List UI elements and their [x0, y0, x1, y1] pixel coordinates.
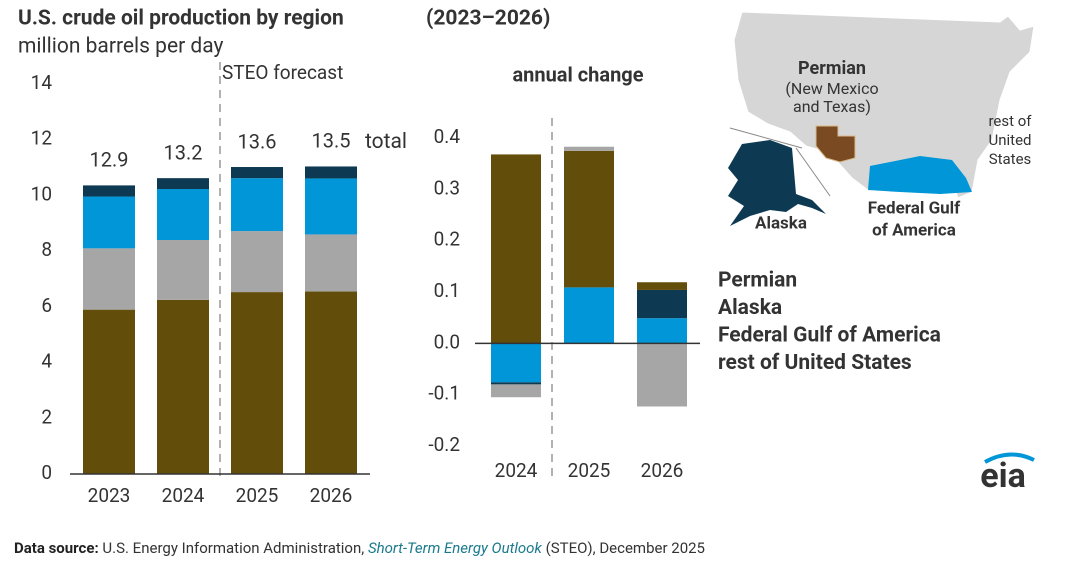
source-title: Short-Term Energy Outlook: [368, 539, 543, 557]
bar-segment: [231, 178, 283, 232]
bar-segment: [83, 196, 135, 249]
y-tick-label: -0.2: [428, 433, 460, 456]
bar-segment: [231, 292, 283, 474]
map-label: of America: [872, 220, 956, 240]
bar-segment: [491, 382, 541, 385]
total-label: 13.2: [164, 140, 203, 164]
x-tick-label: 2024: [495, 459, 538, 482]
map-label: Alaska: [755, 213, 807, 233]
forecast-annotation: STEO forecast: [222, 61, 343, 84]
bar-segment: [157, 299, 209, 474]
y-tick-label: 0: [41, 461, 52, 484]
legend-entry: Federal Gulf of America: [718, 324, 941, 348]
source-label: Data source:: [14, 539, 99, 557]
chart-title: annual change: [512, 62, 643, 86]
map-label: United: [989, 131, 1032, 149]
y-tick-label: 4: [41, 350, 52, 373]
y-tick-label: 0.4: [434, 125, 461, 148]
bar-segment: [305, 291, 357, 474]
bar-segment: [83, 248, 135, 310]
source-text: U.S. Energy Information Administration,: [102, 539, 364, 557]
bar-segment: [157, 178, 209, 190]
source-text: (STEO), December 2025: [546, 539, 705, 557]
map-label: and Texas): [793, 97, 871, 116]
inset-line: [795, 147, 831, 197]
alaska-region: [728, 140, 826, 226]
subtitle: million barrels per day: [18, 35, 224, 59]
source: Data source: U.S. Energy Information Adm…: [14, 539, 705, 557]
y-tick-label: 0.1: [434, 279, 460, 302]
bar-segment: [231, 231, 283, 293]
x-tick-label: 2023: [88, 484, 131, 507]
bar-segment: [637, 282, 687, 290]
legend-entry: Alaska: [718, 296, 782, 320]
map: Permian (New Mexico and Texas) rest of U…: [728, 11, 1035, 240]
bar-segment: [157, 240, 209, 300]
bar-segment: [564, 287, 614, 344]
bar-segment: [637, 343, 687, 407]
title: U.S. crude oil production by region: [18, 7, 344, 31]
bar-segment: [83, 185, 135, 197]
permian-region: [815, 125, 856, 163]
y-tick-label: 10: [31, 182, 52, 205]
x-tick-label: 2025: [236, 484, 279, 507]
bar-segment: [491, 343, 541, 383]
bar-segment: [637, 289, 687, 319]
bar-segment: [305, 234, 357, 292]
map-label: Federal Gulf: [868, 198, 961, 218]
total-label: 13.5: [312, 129, 351, 153]
bar-segment: [83, 309, 135, 474]
x-tick-label: 2024: [162, 484, 205, 507]
y-tick-label: 12: [31, 127, 52, 150]
legend-entry: Permian: [718, 269, 797, 293]
y-tick-label: 0.3: [434, 176, 460, 199]
map-label: Permian: [798, 58, 866, 79]
total-label: 12.9: [90, 148, 129, 172]
map-label: (New Mexico: [785, 79, 878, 98]
bar-segment: [305, 166, 357, 179]
title-period: (2023–2026): [426, 7, 550, 31]
bar-segment: [564, 146, 614, 151]
bar-segment: [231, 167, 283, 179]
total-word: total: [365, 130, 407, 154]
y-tick-label: 2: [41, 405, 52, 428]
bar-segment: [491, 154, 541, 344]
x-tick-label: 2026: [310, 484, 353, 507]
x-tick-label: 2025: [568, 459, 611, 482]
map-label: rest of: [988, 112, 1032, 130]
bar-segment: [564, 150, 614, 288]
bar-segment: [157, 189, 209, 240]
total-label: 13.6: [238, 129, 277, 153]
y-tick-label: 14: [31, 71, 53, 94]
x-tick-label: 2026: [641, 459, 684, 482]
y-tick-label: 6: [41, 294, 52, 317]
bar-segment: [491, 384, 541, 398]
gulf-region: [868, 156, 972, 194]
inset-line: [729, 127, 803, 149]
y-tick-label: -0.1: [428, 382, 460, 405]
y-tick-label: 0.2: [434, 228, 460, 251]
logo-swoosh: [984, 452, 1035, 464]
y-tick-label: 8: [41, 238, 52, 261]
legend-entry: rest of United States: [718, 351, 912, 375]
y-tick-label: 0.0: [434, 330, 460, 353]
bar-segment: [305, 178, 357, 235]
map-label: States: [989, 150, 1032, 168]
bar-segment: [637, 318, 687, 344]
